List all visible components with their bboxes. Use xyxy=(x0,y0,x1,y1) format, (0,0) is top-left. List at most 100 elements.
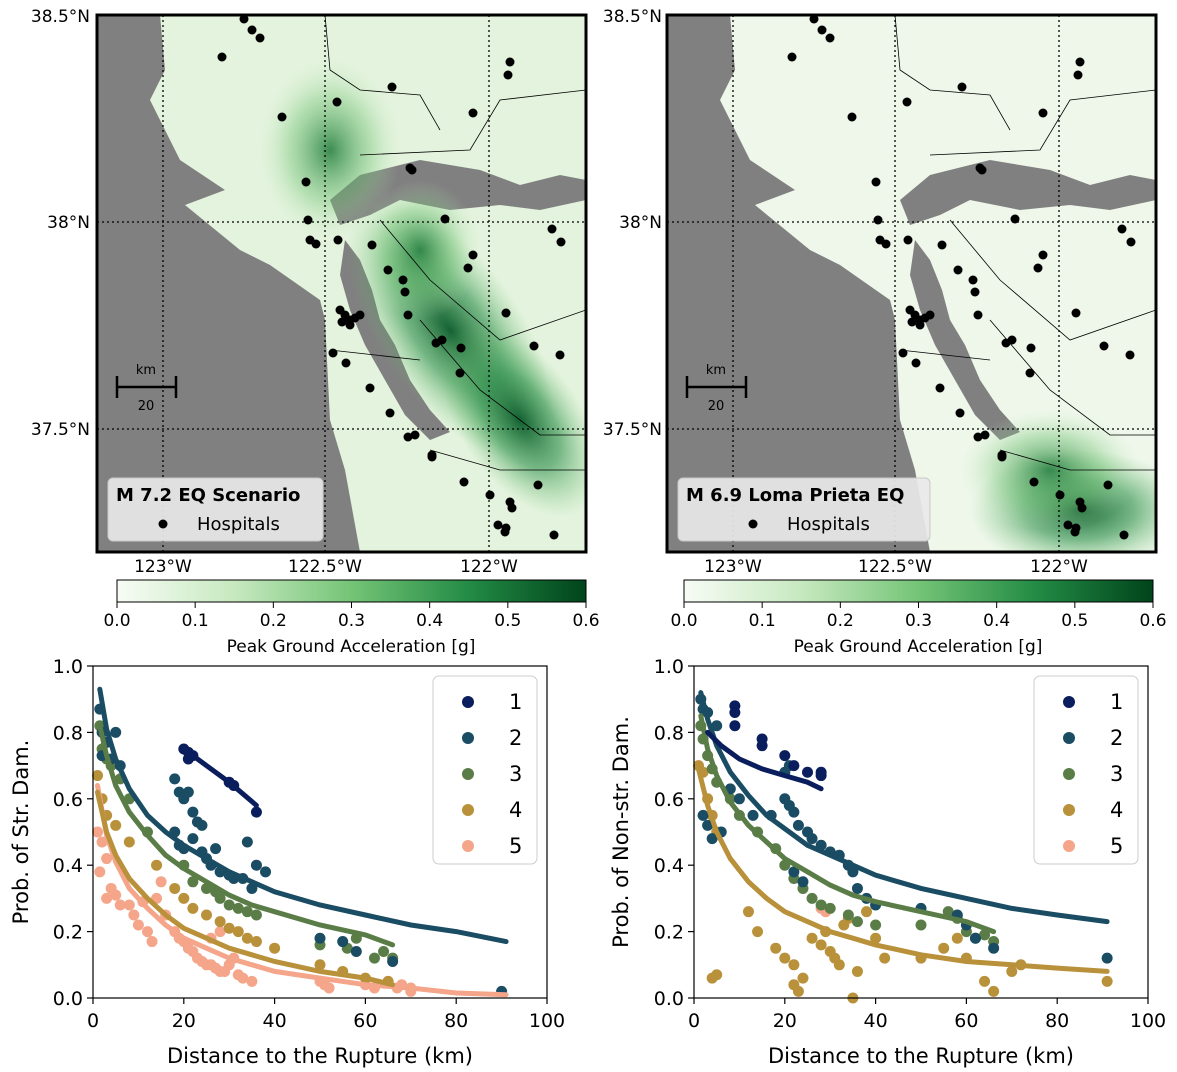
x-tick-label: 20 xyxy=(172,1010,196,1032)
legend: 1 2 3 4 5 xyxy=(1033,675,1139,865)
x-tick-label: 40 xyxy=(263,1010,287,1032)
hospital-marker xyxy=(1038,250,1048,260)
hospital-marker xyxy=(255,33,265,43)
data-point xyxy=(815,899,827,911)
hospital-marker xyxy=(1025,368,1035,378)
hospital-marker xyxy=(555,350,565,360)
nonstr-damage-plot: 0 20 40 60 80 100 0.0 0.2 0.4 0.6 0.8 1.0 Distance … xyxy=(609,656,1166,1068)
hospital-marker xyxy=(328,348,338,358)
hospital-marker xyxy=(915,320,925,330)
data-point xyxy=(702,819,714,831)
data-point xyxy=(951,932,963,944)
data-point xyxy=(870,919,882,931)
hospital-marker xyxy=(333,235,343,245)
hospital-marker xyxy=(1117,224,1127,234)
graticule xyxy=(97,15,586,552)
hospital-marker xyxy=(817,25,827,35)
hospital-marker xyxy=(332,97,342,107)
x-tick-label: 0 xyxy=(688,1010,700,1032)
lon-tick: 123°W xyxy=(134,557,192,577)
data-point xyxy=(788,760,800,772)
lat-tick: 38.5°N xyxy=(603,7,662,27)
hospital-marker xyxy=(809,15,819,24)
data-point xyxy=(706,972,718,984)
data-point xyxy=(979,975,991,987)
data-point xyxy=(246,975,258,987)
data-point xyxy=(151,859,163,871)
data-point xyxy=(237,972,249,984)
y-tick-label: 0.4 xyxy=(53,855,83,877)
data-point xyxy=(323,982,335,994)
data-point xyxy=(938,942,950,954)
y-tick-label: 0.0 xyxy=(654,988,684,1010)
legend-hospitals: Hospitals xyxy=(197,514,280,535)
hospital-marker xyxy=(468,250,478,260)
colorbar: 0.0 0.1 0.2 0.3 0.4 0.5 0.6 Peak Ground Accele… xyxy=(103,579,600,657)
hospital-marker xyxy=(1038,108,1048,118)
y-tick-label: 0.2 xyxy=(53,922,83,944)
hospital-marker xyxy=(1070,527,1080,537)
data-point xyxy=(788,806,800,818)
x-tick-label: 100 xyxy=(529,1010,565,1032)
hospital-marker xyxy=(455,368,465,378)
map-frame xyxy=(95,13,588,554)
hospital-marker xyxy=(973,432,983,442)
legend-label: 2 xyxy=(1110,726,1123,750)
data-point xyxy=(182,786,194,798)
legend-label: 4 xyxy=(509,798,522,822)
data-point xyxy=(169,882,181,894)
legend-label: 4 xyxy=(1110,798,1123,822)
data-point xyxy=(146,936,158,948)
scale-value: 20 xyxy=(138,399,155,414)
scale-value: 20 xyxy=(708,399,725,414)
data-point xyxy=(779,952,791,964)
hospital-marker xyxy=(1119,530,1129,540)
fit-curve xyxy=(181,746,259,808)
data-point xyxy=(110,889,122,901)
data-point xyxy=(792,819,804,831)
data-point xyxy=(942,906,954,918)
data-point xyxy=(368,952,380,964)
x-tick-label: 80 xyxy=(444,1010,468,1032)
hospital-marker xyxy=(873,215,883,225)
data-point xyxy=(1006,965,1018,977)
hospital-marker xyxy=(533,480,543,490)
map-legend: M 7.2 EQ Scenario Hospitals xyxy=(107,477,324,542)
plot-frame xyxy=(92,665,548,999)
hospital-marker xyxy=(911,358,921,368)
lon-tick: 122°W xyxy=(1030,557,1088,577)
hospital-marker xyxy=(501,308,511,318)
colorbar-tick-label: 0.1 xyxy=(749,611,776,631)
hospital-marker xyxy=(503,70,513,80)
data-point xyxy=(214,892,226,904)
lat-tick: 38°N xyxy=(619,213,662,233)
hospital-marker xyxy=(1125,350,1135,360)
data-point xyxy=(706,833,718,845)
hospital-marker xyxy=(953,265,963,275)
y-tick-label: 1.0 xyxy=(53,656,83,678)
data-point xyxy=(187,806,199,818)
data-point xyxy=(752,926,764,938)
hospital-marker xyxy=(247,25,257,35)
data-point xyxy=(742,906,754,918)
hospital-marker-icon xyxy=(158,519,168,529)
y-axis-label: Prob. of Non-str. Dam. xyxy=(609,716,633,948)
data-point xyxy=(241,836,253,848)
data-point xyxy=(378,946,390,958)
data-point xyxy=(747,809,759,821)
str-damage-plot: 0 20 40 60 80 100 0.0 0.2 0.4 0.6 0.8 1.0 Distance … xyxy=(9,656,565,1068)
data-point xyxy=(250,806,262,818)
data-point xyxy=(851,965,863,977)
hospital-marker xyxy=(1033,263,1043,273)
hospital-marker xyxy=(239,15,249,24)
data-point xyxy=(250,859,262,871)
data-point xyxy=(815,939,827,951)
fit-curve xyxy=(97,723,396,948)
county-borders xyxy=(324,15,586,471)
data-point xyxy=(711,720,723,732)
data-point xyxy=(797,972,809,984)
hospitals-layer xyxy=(787,15,1136,540)
y-tick-label: 0.0 xyxy=(53,988,83,1010)
legend-marker xyxy=(462,840,474,852)
